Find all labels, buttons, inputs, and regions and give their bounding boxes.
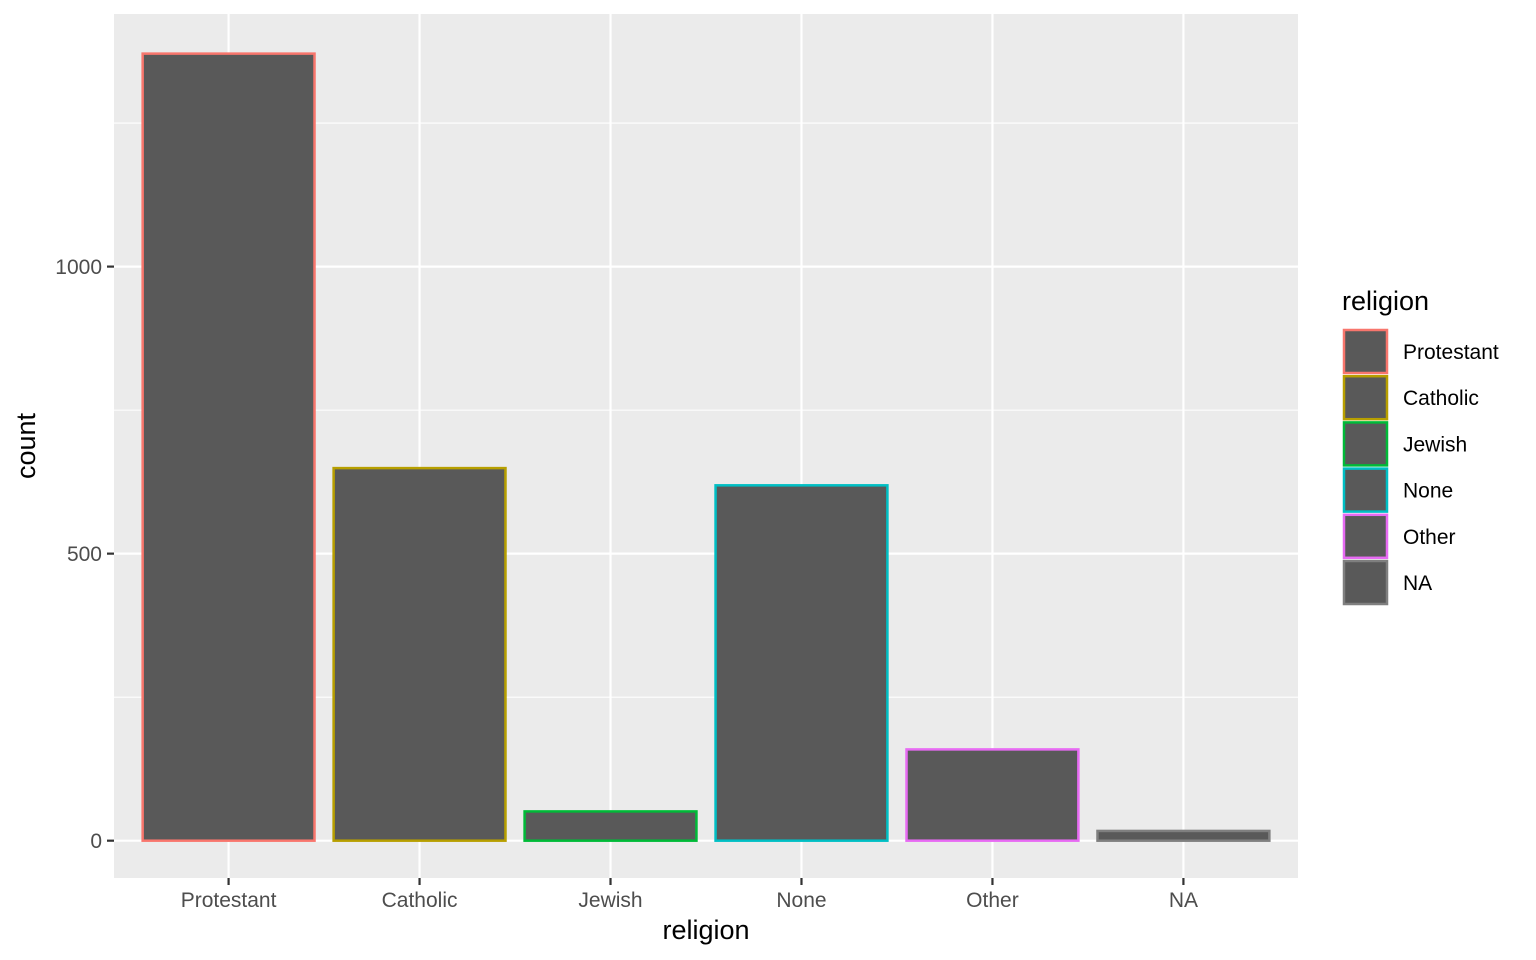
x-tick-label: Catholic [382,889,458,912]
y-tick-label: 0 [90,830,102,853]
bar-na [1096,829,1271,842]
x-tick-label: Protestant [181,889,277,912]
x-axis-title: religion [662,915,749,945]
legend-label: Protestant [1403,341,1499,364]
x-tick-label: None [776,889,826,912]
bar-jewish [523,810,698,842]
y-axis: 0 500 1000 [55,256,114,853]
bar-none [714,484,889,842]
legend-label: NA [1403,572,1432,595]
legend-key-protestant [1342,328,1389,375]
x-tick-label: Other [966,889,1019,912]
legend-key-na [1342,559,1389,606]
bar-other [905,748,1080,842]
legend-title: religion [1342,286,1429,316]
legend-key-none [1342,467,1389,513]
bar-catholic [332,466,507,842]
legend-label: Catholic [1403,387,1479,410]
legend-label: None [1403,480,1453,503]
legend: religion Protestant Catholic Jewish None Oth… [1342,286,1499,606]
x-tick-label: Jewish [578,889,642,912]
legend-key-jewish [1342,421,1389,467]
legend-label: Jewish [1403,433,1467,456]
bar-protestant [141,52,316,842]
legend-label: Other [1403,526,1456,549]
x-axis: Protestant Catholic Jewish None Other NA [181,878,1198,912]
bars [141,52,1271,842]
y-axis-title: count [11,412,41,479]
y-tick-label: 500 [67,543,102,566]
legend-key-other [1342,513,1389,560]
y-tick-label: 1000 [55,256,102,279]
x-tick-label: NA [1169,889,1198,912]
legend-key-catholic [1342,374,1389,421]
